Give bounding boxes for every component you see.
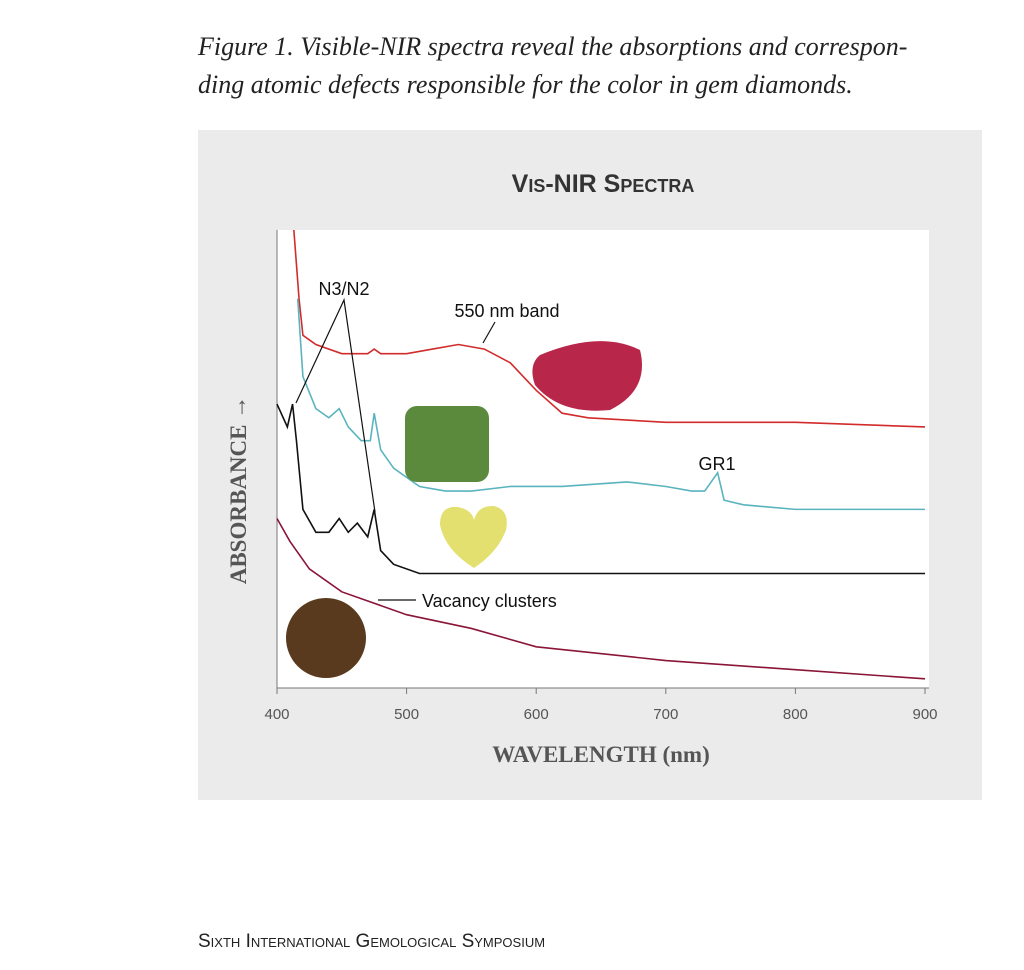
plot-area	[277, 230, 929, 688]
spectrum-line	[293, 229, 926, 428]
series-group	[276, 229, 926, 680]
annotation: GR1	[698, 454, 735, 474]
annotation: N3/N2	[318, 279, 369, 299]
caption-line: ding atomic defects responsible for the …	[198, 70, 853, 99]
brown-gem	[286, 598, 366, 678]
x-tick-label: 900	[912, 706, 937, 723]
leader-lines	[295, 297, 496, 601]
chart-title: Vis-NIR Spectra	[512, 170, 695, 198]
green-gem	[405, 406, 489, 482]
caption-line: Figure 1. Visible-NIR spectra reveal the…	[197, 32, 907, 61]
annotation: Vacancy clusters	[422, 591, 557, 611]
x-tick-label: 500	[394, 706, 419, 723]
x-axis-label: WAVELENGTH (nm)	[492, 742, 709, 767]
x-tick-label: 400	[264, 706, 289, 723]
pink-gem	[532, 341, 642, 411]
spectrum-line	[276, 403, 925, 575]
spectrum-line	[276, 518, 926, 680]
annotation: 550 nm band	[454, 301, 559, 321]
x-tick-label: 800	[783, 706, 808, 723]
spectrum-line	[296, 298, 925, 511]
footer: Sixth International Gemological Symposiu…	[198, 931, 545, 952]
x-tick-label: 700	[653, 706, 678, 723]
yellow-gem	[440, 505, 507, 568]
x-tick-label: 600	[524, 706, 549, 723]
y-axis-label: ABSORBANCE →	[226, 396, 251, 585]
